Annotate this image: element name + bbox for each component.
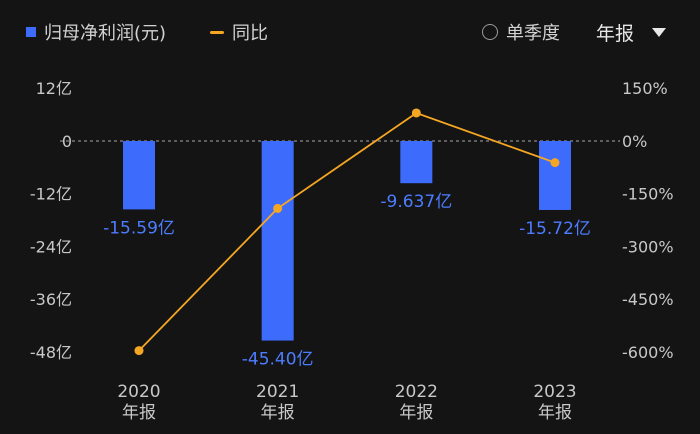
bar-value-label: -9.637亿 (380, 192, 452, 212)
left-axis-tick-label: -36亿 (30, 290, 72, 309)
legend-net-profit-label: 归母净利润(元) (44, 23, 167, 44)
period-dropdown-value: 年报 (596, 22, 635, 45)
left-axis-tick-label: 0 (62, 132, 72, 151)
right-axis-tick-label: -450% (622, 290, 674, 309)
line-series-swatch (210, 30, 224, 34)
right-axis-tick-label: -600% (622, 343, 674, 362)
single-quarter-label: 单季度 (506, 23, 560, 44)
category-year-label: 2020 (117, 382, 160, 402)
chart-header: 归母净利润(元) 同比 单季度 年报 (0, 0, 700, 60)
period-dropdown[interactable]: 年报 (596, 18, 667, 46)
right-axis-tick-label: -150% (622, 185, 674, 204)
left-axis-tick-label: -12亿 (30, 185, 72, 204)
legend-yoy[interactable]: 同比 (210, 20, 268, 44)
bar-value-label: -15.59亿 (103, 218, 175, 238)
left-axis-tick-label: -48亿 (30, 343, 72, 362)
yoy-point (411, 108, 421, 118)
legend-net-profit[interactable]: 归母净利润(元) (26, 20, 166, 44)
category-period-label: 年报 (538, 403, 572, 423)
category-period-label: 年报 (399, 403, 433, 423)
category-year-label: 2023 (533, 382, 576, 402)
right-axis-tick-label: 0% (622, 132, 647, 151)
bar (400, 141, 433, 184)
radio-circle-icon (482, 24, 498, 40)
single-quarter-toggle[interactable]: 单季度 (482, 20, 560, 44)
bar (123, 141, 155, 210)
left-axis-tick-label: -24亿 (30, 237, 72, 256)
bar (261, 141, 294, 341)
yoy-line (138, 111, 556, 352)
bar-value-label: -45.40亿 (242, 350, 314, 370)
legend-yoy-label: 同比 (232, 23, 268, 44)
yoy-point (550, 158, 560, 168)
category-period-label: 年报 (261, 403, 295, 423)
right-axis-tick-label: -300% (622, 237, 674, 256)
right-axis-tick-label: 150% (622, 79, 668, 98)
yoy-point (134, 346, 144, 356)
category-period-label: 年报 (122, 403, 156, 423)
category-year-label: 2022 (395, 382, 438, 402)
bar-series-swatch (26, 27, 36, 37)
bar-value-label: -15.72亿 (519, 219, 591, 239)
left-axis-tick-label: 12亿 (36, 79, 72, 98)
bar (539, 141, 571, 210)
category-year-label: 2021 (256, 382, 299, 402)
yoy-point (273, 203, 283, 213)
chevron-down-icon (652, 27, 667, 37)
